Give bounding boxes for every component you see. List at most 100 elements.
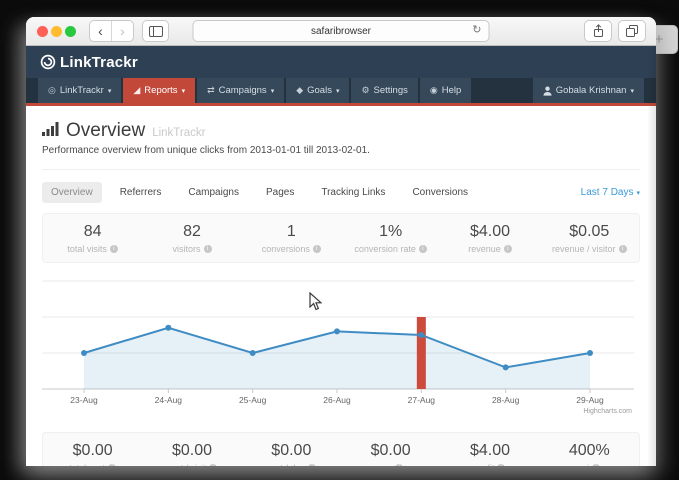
stat-visitors: 82 visitors i [142, 214, 241, 262]
stat-label: conversion rate i [354, 244, 427, 254]
nav-item-label: Goals [307, 85, 332, 96]
stat-label: roii [579, 463, 600, 466]
info-icon[interactable]: i [209, 463, 218, 466]
page-viewport: LinkTrackr ◎ LinkTrackr ▾ ◢ Reports ▾ ⇄ Campaig… [26, 46, 656, 466]
x-axis-label: 24-Aug [155, 395, 183, 405]
stat-cost-visit: $0.00 cost / visiti [142, 433, 241, 466]
main-nav-items: ◎ LinkTrackr ▾ ◢ Reports ▾ ⇄ Campaigns ▾ ◆ Goals ▾ ⚙… [38, 78, 472, 103]
stat-value: $0.00 [72, 441, 113, 459]
stat-cpa: $0.00 cpai [341, 433, 440, 466]
highlight-column[interactable] [416, 317, 426, 389]
nav-item-label: Help [441, 85, 462, 96]
nav-item-campaigns[interactable]: ⇄ Campaigns ▾ [197, 78, 285, 103]
info-icon[interactable]: i [395, 463, 404, 466]
tab-referrers[interactable]: Referrers [119, 187, 162, 198]
tab-tracking-links[interactable]: Tracking Links [321, 187, 386, 198]
forward-button[interactable]: › [111, 21, 133, 41]
reload-icon[interactable]: ↻ [472, 24, 482, 36]
info-icon[interactable]: i [308, 463, 317, 466]
goal-icon: ◆ [296, 85, 304, 95]
share-button[interactable] [584, 20, 612, 42]
sidebar-icon [148, 25, 163, 37]
area-chart-svg: 23-Aug 24-Aug 25-Aug 26-Aug 27-Aug 28-Aug 29-A… [42, 280, 634, 415]
nav-item-linktrackr[interactable]: ◎ LinkTrackr ▾ [38, 78, 122, 103]
nav-item-settings[interactable]: ⚙ Settings [351, 78, 418, 103]
data-point-28-Aug[interactable] [502, 364, 509, 371]
stat-label: profiti [474, 463, 506, 466]
stats-panel-bottom: $0.00 total costi $0.00 cost / visiti $0.00 c… [42, 432, 640, 466]
data-point-29-Aug[interactable] [587, 350, 593, 356]
info-icon[interactable]: i [109, 244, 118, 253]
info-icon[interactable]: i [618, 244, 627, 253]
stat-label: revenue / visitor i [552, 244, 627, 254]
info-icon[interactable]: i [418, 244, 427, 253]
wrench-icon: ⚙ [361, 85, 370, 95]
x-axis-label: 26-Aug [323, 395, 351, 405]
stat-label: visitors i [172, 244, 212, 254]
info-icon[interactable]: i [503, 244, 512, 253]
stat-label: revenue i [468, 244, 512, 254]
stat-conversions: 1 conversions i [242, 214, 341, 262]
stat-value: 84 [83, 222, 102, 240]
camera-icon: ◉ [429, 85, 438, 95]
show-all-tabs-button[interactable] [618, 20, 646, 42]
caret-down-icon: ▾ [270, 87, 275, 95]
traffic-lights [37, 25, 76, 37]
stat-value: $0.00 [271, 441, 312, 459]
caret-down-icon: ▾ [636, 189, 640, 197]
nav-item-reports[interactable]: ◢ Reports ▾ [123, 78, 196, 103]
page-title: Overview [66, 120, 146, 141]
sidebar-toggle-button[interactable] [142, 20, 169, 42]
nav-item-goals[interactable]: ◆ Goals ▾ [286, 78, 350, 103]
stat-conversion-rate: 1% conversion rate i [341, 214, 440, 262]
tab-overview[interactable]: Overview [42, 182, 102, 203]
tab-pages[interactable]: Pages [265, 187, 295, 198]
stat-label: total visits i [67, 244, 118, 254]
linktrackr-logo-icon [40, 54, 56, 70]
address-bar[interactable]: safaribrowser ↻ [192, 20, 490, 42]
nav-item-label: Reports [144, 85, 178, 96]
stat-value: $0.00 [370, 441, 411, 459]
report-tabs: Overview Referrers Campaigns Pages Tracking … [42, 182, 640, 203]
data-point-25-Aug[interactable] [249, 350, 256, 356]
info-icon[interactable]: i [203, 244, 212, 253]
nav-accent-line [26, 103, 656, 106]
data-point-27-Aug[interactable] [418, 332, 425, 338]
caret-down-icon: ▾ [107, 87, 112, 95]
caret-down-icon: ▾ [181, 87, 186, 95]
stat-cost-day: $0.00 cost / dayi [242, 433, 341, 466]
back-button[interactable]: ‹ [98, 23, 103, 39]
browser-window: ‹ › safaribrowser ↻ [26, 17, 656, 466]
info-icon[interactable]: i [591, 463, 600, 466]
info-icon[interactable]: i [108, 463, 117, 466]
stat-label: cpai [378, 463, 404, 466]
brand-name: LinkTrackr [60, 53, 138, 71]
tab-conversions[interactable]: Conversions [412, 187, 469, 198]
date-range-selector[interactable]: Last 7 Days ▾ [581, 187, 640, 198]
brand-logo[interactable]: LinkTrackr [40, 54, 138, 71]
tab-campaigns[interactable]: Campaigns [188, 187, 239, 198]
info-icon[interactable]: i [497, 463, 506, 466]
stat-value: 400% [568, 441, 610, 459]
stat-value: 1% [379, 222, 403, 240]
nav-item-help[interactable]: ◉ Help [419, 78, 472, 103]
stat-value: $4.00 [469, 441, 510, 459]
data-point-23-Aug[interactable] [81, 350, 87, 356]
x-axis-label: 23-Aug [70, 395, 98, 405]
data-point-24-Aug[interactable] [165, 324, 172, 331]
user-menu[interactable]: Gobala Krishnan ▾ [532, 78, 644, 103]
stat-value: $0.00 [171, 441, 213, 459]
history-nav-group: ‹ › [89, 20, 134, 42]
nav-item-label: Settings [373, 85, 408, 96]
info-icon[interactable]: i [312, 244, 321, 253]
chart-credit[interactable]: Highcharts.com [583, 408, 632, 415]
stat-revenue-visitor: $0.05 revenue / visitor i [540, 214, 639, 262]
stat-label: cost / visiti [167, 463, 218, 466]
x-axis-label: 27-Aug [408, 395, 436, 405]
tag-icon: ◎ [48, 85, 56, 95]
data-point-26-Aug[interactable] [334, 328, 340, 335]
zoom-window-button[interactable] [65, 25, 76, 37]
close-window-button[interactable] [37, 25, 48, 37]
minimize-window-button[interactable] [51, 25, 62, 37]
share-icon [593, 24, 603, 37]
